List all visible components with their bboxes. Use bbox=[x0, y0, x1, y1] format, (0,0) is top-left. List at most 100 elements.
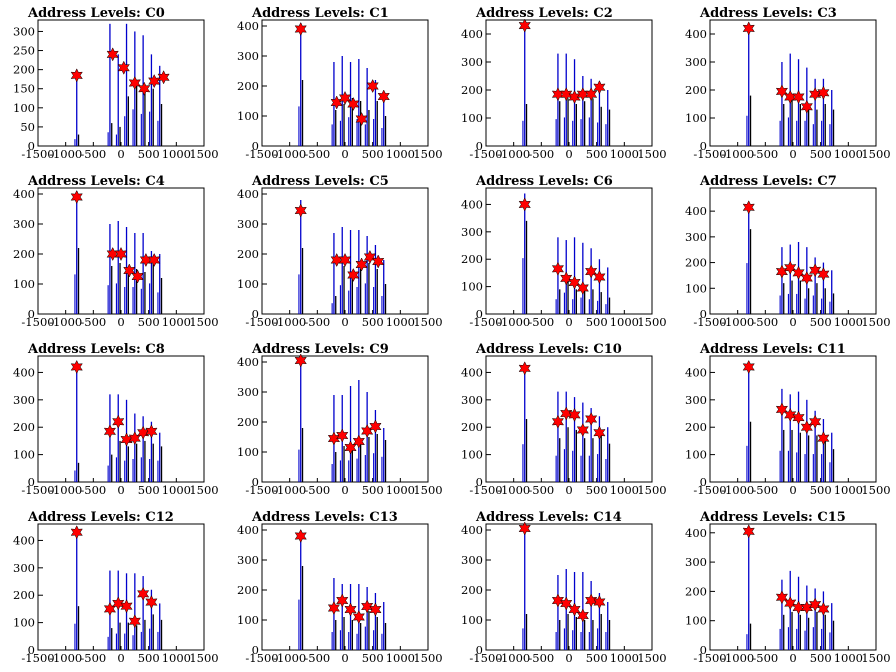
peak-marker bbox=[817, 267, 830, 282]
peak-marker bbox=[70, 189, 83, 205]
y-tick-label: 100 bbox=[237, 277, 259, 291]
peak-marker bbox=[792, 600, 805, 615]
x-tick-label: -1000 bbox=[273, 651, 306, 665]
x-tick-label: -500 bbox=[528, 483, 554, 497]
y-tick-label: 200 bbox=[461, 420, 483, 434]
y-tick-label: 0 bbox=[252, 643, 259, 657]
y-tick-label: 0 bbox=[476, 643, 483, 657]
y-tick-label: 300 bbox=[685, 393, 707, 407]
y-tick-label: 400 bbox=[685, 365, 707, 379]
peak-marker bbox=[576, 608, 589, 623]
y-tick-label: 400 bbox=[461, 523, 483, 537]
chart-title: Address Levels: C6 bbox=[475, 174, 613, 189]
y-tick-label: 400 bbox=[237, 355, 259, 369]
y-tick-label: 0 bbox=[252, 475, 259, 489]
chart-title: Address Levels: C4 bbox=[27, 174, 165, 189]
peak-marker bbox=[355, 257, 368, 272]
peak-marker bbox=[366, 78, 379, 94]
x-tick-label: 500 bbox=[362, 483, 384, 497]
y-tick-label: 0 bbox=[28, 139, 35, 153]
y-tick-label: 200 bbox=[461, 252, 483, 266]
y-tick-label: 300 bbox=[13, 24, 35, 38]
peak-marker bbox=[800, 420, 813, 435]
x-tick-label: 1500 bbox=[413, 483, 442, 497]
x-tick-label: -1000 bbox=[49, 147, 82, 161]
peak-marker bbox=[330, 95, 343, 110]
peak-marker bbox=[800, 270, 813, 286]
x-tick-label: -500 bbox=[752, 147, 778, 161]
x-tick-label: 1000 bbox=[386, 651, 415, 665]
x-tick-label: 1500 bbox=[861, 315, 890, 329]
peak-marker bbox=[106, 246, 119, 262]
x-tick-label: 0 bbox=[341, 651, 348, 665]
address-level-chart: Address Levels: C15 0 100 200 300 400 -1500-10… bbox=[685, 510, 891, 665]
address-level-chart: Address Levels: C12 0 100 200 300 400 -1500-10… bbox=[13, 510, 219, 665]
peak-marker bbox=[551, 87, 565, 102]
chart-title: Address Levels: C15 bbox=[699, 510, 846, 525]
peak-marker bbox=[792, 265, 805, 280]
y-tick-label: 300 bbox=[685, 55, 707, 69]
peak-marker bbox=[576, 280, 589, 296]
plot-frame bbox=[709, 355, 877, 483]
address-level-chart: Address Levels: C8 0 100 200 300 400 -1500-100… bbox=[13, 342, 219, 497]
x-tick-label: -500 bbox=[80, 315, 106, 329]
y-tick-label: 0 bbox=[476, 307, 483, 321]
peak-marker bbox=[808, 263, 822, 278]
peak-marker bbox=[352, 609, 365, 625]
x-tick-label: -1500 bbox=[245, 147, 278, 161]
peak-marker bbox=[123, 263, 136, 278]
plot-frame bbox=[485, 187, 653, 315]
y-tick-label: 100 bbox=[13, 616, 35, 630]
x-tick-label: 500 bbox=[810, 651, 832, 665]
chart-title: Address Levels: C1 bbox=[251, 6, 389, 21]
address-level-chart: Address Levels: C0 0 50 100 150 200 250 300 -150… bbox=[13, 6, 219, 161]
y-tick-label: 100 bbox=[685, 448, 707, 462]
chart-title: Address Levels: C10 bbox=[475, 342, 622, 357]
peak-marker bbox=[157, 70, 170, 85]
peak-marker bbox=[336, 428, 349, 443]
y-tick-label: 0 bbox=[700, 307, 707, 321]
x-tick-label: 1000 bbox=[610, 483, 639, 497]
plot-frame bbox=[485, 19, 653, 147]
x-tick-label: -1000 bbox=[721, 315, 754, 329]
plot-frame bbox=[261, 523, 429, 651]
y-tick-label: 200 bbox=[13, 63, 35, 77]
peak-marker bbox=[128, 75, 141, 91]
address-level-chart: Address Levels: C10 0 100 200 300 400 -1500-10… bbox=[461, 342, 667, 497]
peak-marker bbox=[568, 407, 581, 422]
y-tick-label: 100 bbox=[461, 613, 483, 627]
peak-marker bbox=[103, 601, 117, 616]
y-tick-label: 300 bbox=[237, 49, 259, 63]
y-tick-label: 0 bbox=[700, 643, 707, 657]
peak-marker bbox=[117, 60, 130, 75]
x-tick-label: -1000 bbox=[497, 147, 530, 161]
chart-title: Address Levels: C5 bbox=[251, 174, 389, 189]
y-tick-label: 200 bbox=[237, 415, 259, 429]
x-tick-label: 500 bbox=[138, 315, 160, 329]
peak-marker bbox=[347, 96, 360, 112]
y-tick-label: 300 bbox=[461, 553, 483, 567]
peak-marker bbox=[347, 267, 360, 283]
y-tick-label: 0 bbox=[28, 475, 35, 489]
y-tick-label: 100 bbox=[461, 111, 483, 125]
peak-marker bbox=[784, 596, 797, 611]
x-tick-label: -1500 bbox=[21, 651, 54, 665]
y-tick-label: 300 bbox=[461, 225, 483, 239]
y-tick-label: 0 bbox=[700, 139, 707, 153]
peak-marker bbox=[369, 419, 382, 434]
x-tick-label: 1000 bbox=[162, 315, 191, 329]
x-tick-label: 0 bbox=[341, 315, 348, 329]
peak-marker bbox=[817, 85, 830, 100]
y-tick-label: 200 bbox=[13, 420, 35, 434]
chart-title: Address Levels: C14 bbox=[475, 510, 622, 525]
x-tick-label: 500 bbox=[586, 147, 608, 161]
x-tick-label: 1000 bbox=[834, 147, 863, 161]
y-tick-label: 400 bbox=[13, 365, 35, 379]
y-tick-label: 200 bbox=[13, 588, 35, 602]
y-tick-label: 200 bbox=[461, 83, 483, 97]
x-tick-label: -500 bbox=[80, 147, 106, 161]
x-tick-label: 0 bbox=[117, 315, 124, 329]
peak-marker bbox=[518, 197, 531, 212]
x-tick-label: -1500 bbox=[21, 315, 54, 329]
x-tick-label: 500 bbox=[810, 315, 832, 329]
